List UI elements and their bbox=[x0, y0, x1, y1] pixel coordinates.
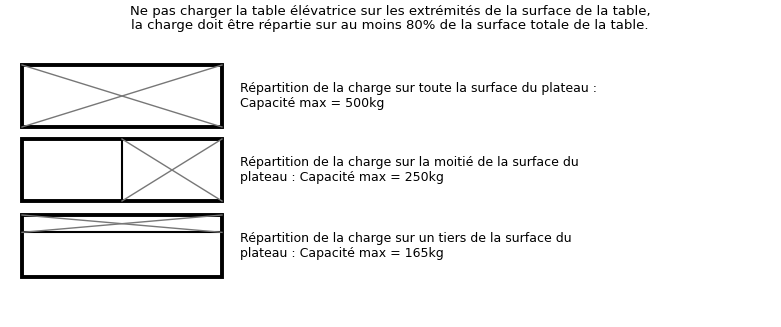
Text: plateau : Capacité max = 165kg: plateau : Capacité max = 165kg bbox=[240, 247, 444, 260]
Text: Répartition de la charge sur un tiers de la surface du: Répartition de la charge sur un tiers de… bbox=[240, 232, 572, 245]
Bar bbox=[22, 139, 222, 201]
Text: Capacité max = 500kg: Capacité max = 500kg bbox=[240, 97, 384, 110]
Text: Ne pas charger la table élévatrice sur les extrémités de la surface de la table,: Ne pas charger la table élévatrice sur l… bbox=[130, 5, 651, 18]
Text: la charge doit être répartie sur au moins 80% de la surface totale de la table.: la charge doit être répartie sur au moin… bbox=[131, 19, 649, 32]
Text: plateau : Capacité max = 250kg: plateau : Capacité max = 250kg bbox=[240, 171, 444, 184]
Bar bbox=[22, 215, 222, 277]
Text: Répartition de la charge sur la moitié de la surface du: Répartition de la charge sur la moitié d… bbox=[240, 156, 579, 169]
Text: Répartition de la charge sur toute la surface du plateau :: Répartition de la charge sur toute la su… bbox=[240, 82, 597, 95]
Bar bbox=[22, 65, 222, 127]
